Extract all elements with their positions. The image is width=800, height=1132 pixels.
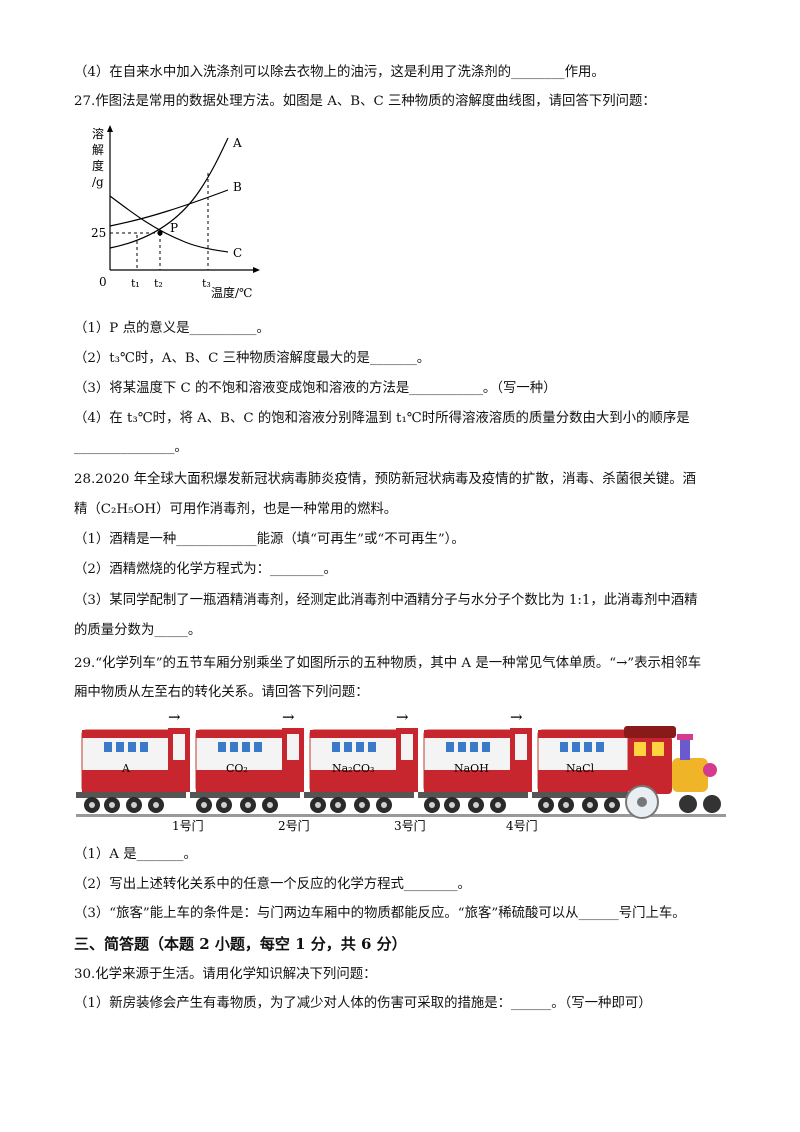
car-3-label: Na₂CO₃ xyxy=(332,762,374,775)
q29-stem-b: 厢中物质从左至右的转化关系。请回答下列问题： xyxy=(74,685,369,700)
q29-1: （1）A 是_______。 xyxy=(74,847,197,862)
point-P xyxy=(157,230,163,236)
arrow-4: → xyxy=(510,710,523,726)
door-4-label: 4号门 xyxy=(506,818,538,833)
solubility-chart: 溶 解 度 /g A B C P 25 0 t₁ t₂ t₃ 温度/℃ xyxy=(91,125,260,300)
q27-1: （1）P 点的意义是__________。 xyxy=(74,321,270,336)
q29-stem-a: 29.“化学列车”的五节车厢分别乘坐了如图所示的五种物质，其中 A 是一种常见气… xyxy=(74,656,702,671)
car-5-label: NaCl xyxy=(566,762,595,775)
curve-B xyxy=(109,189,229,227)
car-1-label: A xyxy=(121,762,131,775)
curve-C-label: C xyxy=(233,246,242,260)
curve-C xyxy=(109,195,229,253)
x-axis-label: 温度/℃ xyxy=(211,285,252,300)
q28-3a: （3）某同学配制了一瓶酒精消毒剂，经测定此消毒剂中酒精分子与水分子个数比为 1:… xyxy=(74,593,698,608)
q26-4: （4）在自来水中加入洗涤剂可以除去衣物上的油污，这是利用了洗涤剂的_______… xyxy=(74,65,605,80)
q30-stem: 30.化学来源于生活。请用化学知识解决下列问题： xyxy=(74,967,377,982)
origin-label: 0 xyxy=(99,275,107,289)
wheels xyxy=(84,797,620,813)
curve-B-label: B xyxy=(233,180,242,194)
y-tick-25: 25 xyxy=(91,226,106,240)
arrow-2: → xyxy=(282,710,295,726)
q27-3: （3）将某温度下 C 的不饱和溶液变成饱和溶液的方法是___________。（… xyxy=(74,381,557,396)
q28-2: （2）酒精燃烧的化学方程式为：________。 xyxy=(74,562,337,577)
car-4-label: NaOH xyxy=(454,762,489,775)
q27-4b: _______________。 xyxy=(74,440,188,455)
q29-2: （2）写出上述转化关系中的任意一个反应的化学方程式________。 xyxy=(74,877,471,892)
train-car-4: NaOH xyxy=(418,729,528,798)
train-car-1: A xyxy=(76,729,186,798)
y-axis-label-3: 度 xyxy=(92,158,104,173)
train-car-3: Na₂CO₃ xyxy=(304,729,414,798)
x-tick-t1: t₁ xyxy=(131,277,140,290)
section-3-heading: 三、简答题（本题 2 小题，每空 1 分，共 6 分） xyxy=(74,935,407,953)
point-P-label: P xyxy=(170,221,178,235)
q27-4a: （4）在 t₃℃时，将 A、B、C 的饱和溶液分别降温到 t₁℃时所得溶液溶质的… xyxy=(74,411,690,426)
x-tick-t2: t₂ xyxy=(154,277,163,290)
locomotive xyxy=(624,726,721,819)
y-axis-label-2: 解 xyxy=(92,143,104,157)
q30-1: （1）新房装修会产生有毒物质，为了减少对人体的伤害可采取的措施是：______。… xyxy=(74,996,652,1011)
arrow-1: → xyxy=(168,710,181,726)
train-car-5: NaCl xyxy=(532,729,632,798)
q28-1: （1）酒精是一种____________能源（填“可再生”或“不可再生”）。 xyxy=(74,532,465,547)
q27-stem: 27.作图法是常用的数据处理方法。如图是 A、B、C 三种物质的溶解度曲线图，请… xyxy=(74,94,656,109)
q28-stem-a: 28.2020 年全球大面积爆发新冠状病毒肺炎疫情，预防新冠状病毒及疫情的扩散，… xyxy=(74,472,697,487)
y-axis-label-1: 溶 xyxy=(92,126,104,141)
door-3-label: 3号门 xyxy=(394,818,426,833)
curve-A-label: A xyxy=(232,136,242,150)
q28-3b: 的质量分数为_____。 xyxy=(74,623,202,638)
q29-3: （3）“旅客”能上车的条件是：与门两边车厢中的物质都能反应。“旅客”稀硫酸可以从… xyxy=(74,906,686,921)
train-car-2: CO₂ xyxy=(190,729,300,798)
curve-A xyxy=(109,137,229,249)
door-1-label: 1号门 xyxy=(172,818,204,833)
car-2-label: CO₂ xyxy=(226,762,248,775)
q28-stem-b: 精（C₂H₅OH）可用作消毒剂，也是一种常用的燃料。 xyxy=(74,502,398,517)
door-2-label: 2号门 xyxy=(278,818,310,833)
chemistry-train: A CO₂ Na₂CO₃ xyxy=(76,710,726,833)
q27-2: （2）t₃℃时，A、B、C 三种物质溶解度最大的是_______。 xyxy=(74,351,431,366)
y-axis-label-4: /g xyxy=(92,175,104,189)
x-tick-t3: t₃ xyxy=(202,277,211,290)
arrow-3: → xyxy=(396,710,409,726)
